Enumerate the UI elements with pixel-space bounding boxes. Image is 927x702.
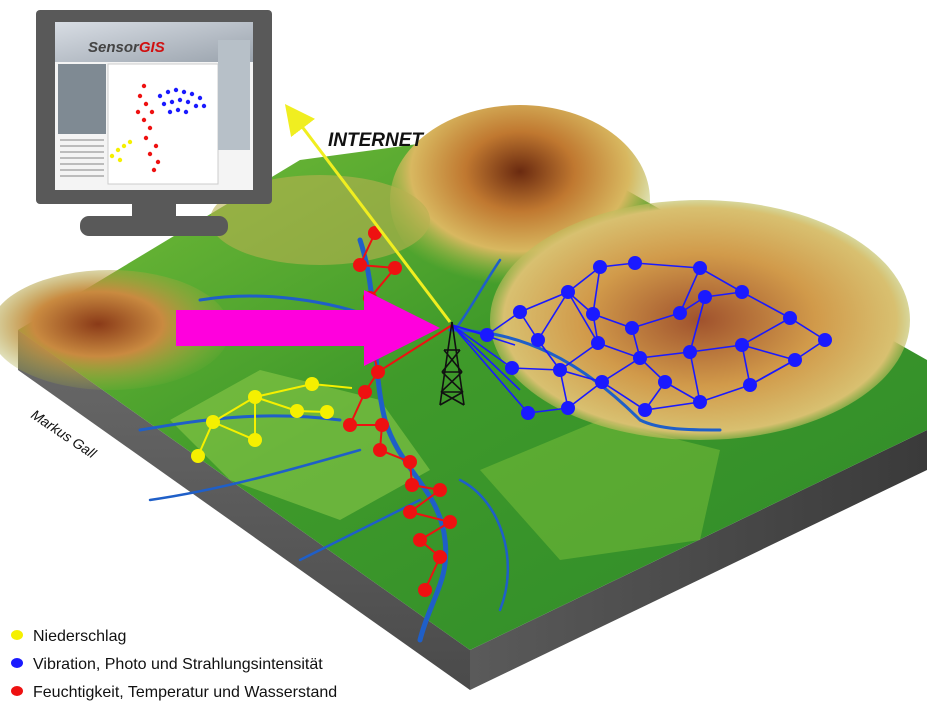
humidity-sensor [403, 505, 417, 519]
vibration-sensor [591, 336, 605, 350]
monitor-icon: SensorGIS [36, 10, 272, 236]
vibration-sensor-network [451, 256, 832, 420]
vibration-sensor [818, 333, 832, 347]
vibration-sensor [531, 333, 545, 347]
vibration-sensor [693, 261, 707, 275]
terrain-block [0, 105, 927, 690]
vibration-sensor [633, 351, 647, 365]
humidity-sensor [353, 258, 367, 272]
humidity-sensor [375, 418, 389, 432]
block-front-face [18, 330, 470, 690]
monitor-neck [132, 204, 176, 218]
vibration-sensor [513, 305, 527, 319]
humidity-sensor [418, 583, 432, 597]
precipitation-sensor-network [191, 377, 353, 463]
vibration-sensor [698, 290, 712, 304]
data-flow-arrow [176, 290, 440, 366]
legend-label: Vibration, Photo und Strahlungsintensitä… [33, 656, 323, 673]
precipitation-sensor [248, 433, 262, 447]
vibration-sensor [553, 363, 567, 377]
monitor-screen-sidebar-photo [58, 64, 106, 134]
humidity-sensor [358, 385, 372, 399]
vibration-sensor [788, 353, 802, 367]
internet-uplink-arrow [284, 104, 452, 323]
vibration-sensor [593, 260, 607, 274]
humidity-sensor [371, 365, 385, 379]
vibration-sensor [480, 328, 494, 342]
precipitation-sensor [290, 404, 304, 418]
transmission-tower-icon [439, 321, 465, 406]
vibration-sensor [658, 375, 672, 389]
valley-patch [170, 370, 430, 520]
monitor-mini-red-sensors [135, 83, 161, 173]
vibration-sensor [735, 338, 749, 352]
legend-item-vibration: Vibration, Photo und Strahlungsintensitä… [11, 656, 323, 673]
humidity-sensor [403, 455, 417, 469]
precipitation-sensor [191, 449, 205, 463]
humidity-sensor [388, 261, 402, 275]
vibration-sensor [521, 406, 535, 420]
internet-label: INTERNET [328, 130, 424, 151]
monitor-mini-blue-sensors [157, 87, 207, 115]
legend-item-humidity: Feuchtigkeit, Temperatur und Wasserstand [11, 684, 337, 701]
vibration-sensor [693, 395, 707, 409]
humidity-sensor [433, 550, 447, 564]
vibration-sensor [628, 256, 642, 270]
humidity-sensor [413, 533, 427, 547]
humidity-sensor [343, 418, 357, 432]
vibration-sensor [505, 361, 519, 375]
vibration-sensor [743, 378, 757, 392]
block-right-face [470, 430, 927, 690]
humidity-sensor [433, 483, 447, 497]
precipitation-sensor [305, 377, 319, 391]
vibration-sensor [586, 307, 600, 321]
vibration-sensor [673, 306, 687, 320]
legend-item-precipitation: Niederschlag [11, 628, 126, 645]
left-mountain [0, 270, 230, 390]
monitor-screen-right-photo [218, 40, 250, 150]
valley-patch [480, 420, 720, 560]
legend-label: Niederschlag [33, 628, 126, 645]
monitor-screen-map [107, 63, 219, 185]
precipitation-sensor [206, 415, 220, 429]
vibration-sensor [683, 345, 697, 359]
humidity-sensor [405, 478, 419, 492]
humidity-sensor [373, 443, 387, 457]
precipitation-sensor [248, 390, 262, 404]
vibration-sensor [595, 375, 609, 389]
legend-label: Feuchtigkeit, Temperatur und Wasserstand [33, 684, 337, 701]
monitor-mini-yellow-sensors [109, 139, 133, 163]
precipitation-sensor [320, 405, 334, 419]
humidity-sensor [443, 515, 457, 529]
monitor-logo: SensorGIS [88, 39, 165, 56]
vibration-sensor [561, 285, 575, 299]
monitor-screen-sidebar-text [60, 139, 104, 177]
vibration-sensor [561, 401, 575, 415]
vibration-sensor [638, 403, 652, 417]
vibration-sensor [783, 311, 797, 325]
legend: Niederschlag Vibration, Photo und Strahl… [11, 628, 337, 701]
vibration-sensor [625, 321, 639, 335]
vibration-sensor [735, 285, 749, 299]
monitor-stand [80, 216, 228, 236]
